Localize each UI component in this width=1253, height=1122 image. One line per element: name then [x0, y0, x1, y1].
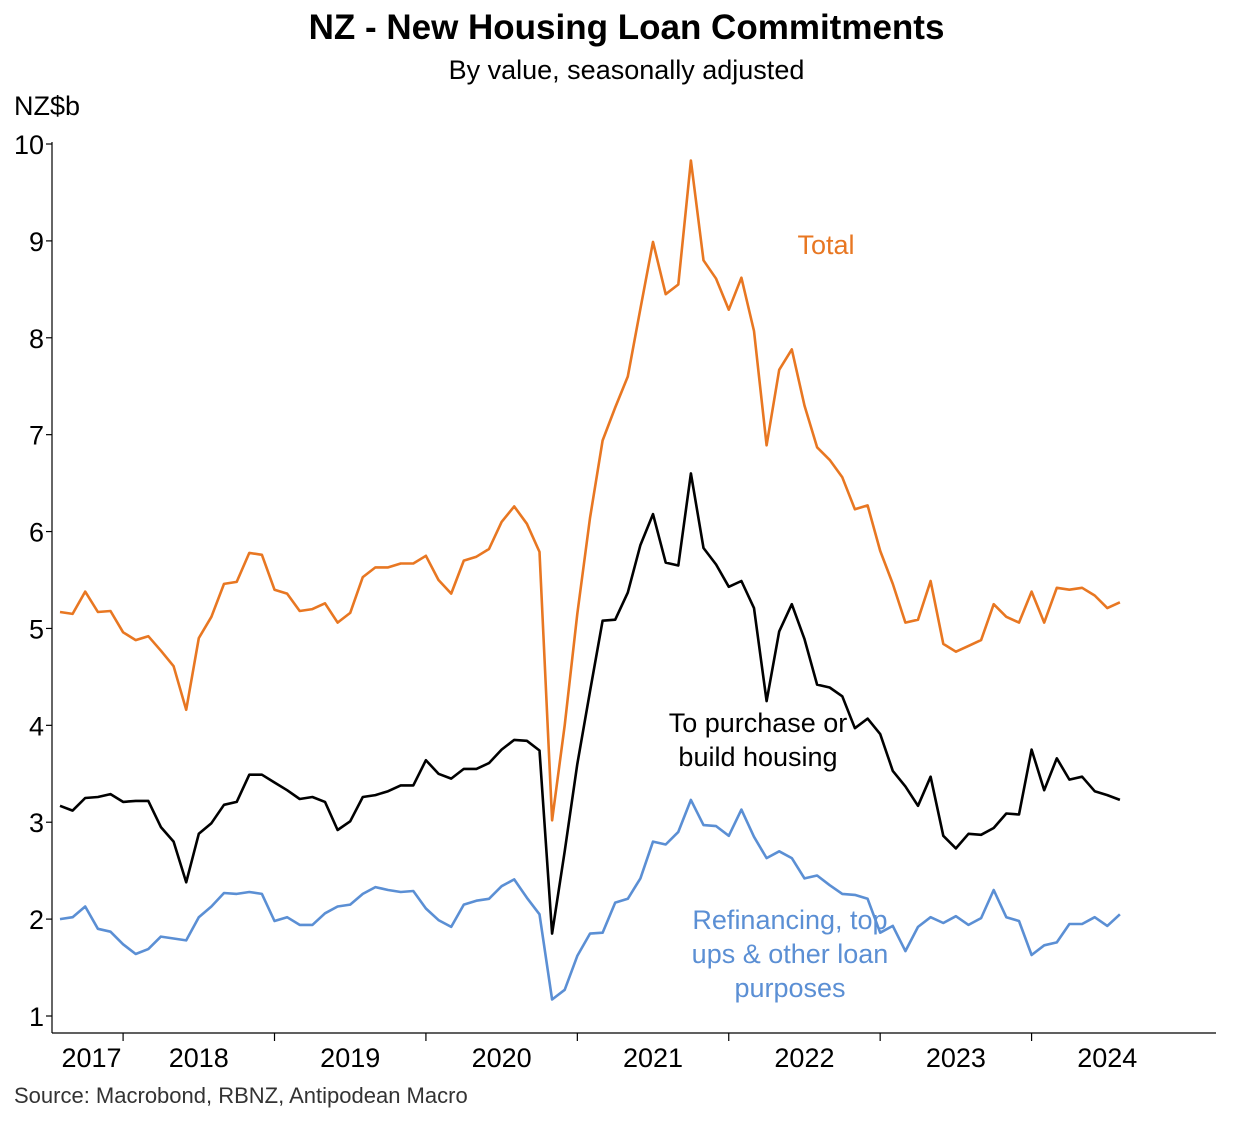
annotation-0-line-0: Total [797, 230, 854, 260]
chart-title: NZ - New Housing Loan Commitments [308, 8, 945, 47]
chart-subtitle: By value, seasonally adjusted [448, 55, 805, 85]
y-tick-label: 7 [29, 421, 44, 451]
series-layer [59, 159, 1121, 1001]
y-tick-label: 3 [29, 808, 44, 838]
annotation-1-line-1: build housing [678, 742, 837, 772]
annotation-layer: Total To purchase or build housing Refinanc… [669, 230, 889, 1003]
x-tick-label: 2021 [623, 1043, 683, 1073]
x-tick-label: 2022 [774, 1043, 834, 1073]
annotation-2-line-1: ups & other loan [692, 939, 889, 969]
annotation-2-line-2: purposes [734, 973, 845, 1003]
y-tick-label: 2 [29, 905, 44, 935]
y-tick-label: 9 [29, 227, 44, 257]
x-tick-label: 2018 [169, 1043, 229, 1073]
series-line-1 [59, 472, 1121, 935]
x-tick-label: 2024 [1077, 1043, 1137, 1073]
series-line-0 [59, 159, 1121, 822]
y-tick-label: 10 [14, 130, 44, 160]
x-tick-label: 2023 [926, 1043, 986, 1073]
y-tick-label: 4 [29, 711, 44, 741]
x-tick-label: 2017 [62, 1043, 122, 1073]
annotation-2-line-0: Refinancing, top [692, 905, 887, 935]
x-tick-label: 2020 [472, 1043, 532, 1073]
annotation-1-line-0: To purchase or [669, 708, 848, 738]
y-tick-label: 5 [29, 614, 44, 644]
y-tick-label: 6 [29, 518, 44, 548]
x-tick-label: 2019 [320, 1043, 380, 1073]
series-line-2 [59, 798, 1121, 1001]
y-axis-label: NZ$b [14, 91, 81, 121]
y-tick-label: 1 [29, 1002, 44, 1032]
axes: 1 2 3 4 5 6 7 8 9 10 2017 2018 2019 2020 2021 2022 2023 2… [14, 130, 1216, 1073]
source-note: Source: Macrobond, RBNZ, Antipodean Macr… [14, 1083, 468, 1108]
y-tick-label: 8 [29, 324, 44, 354]
